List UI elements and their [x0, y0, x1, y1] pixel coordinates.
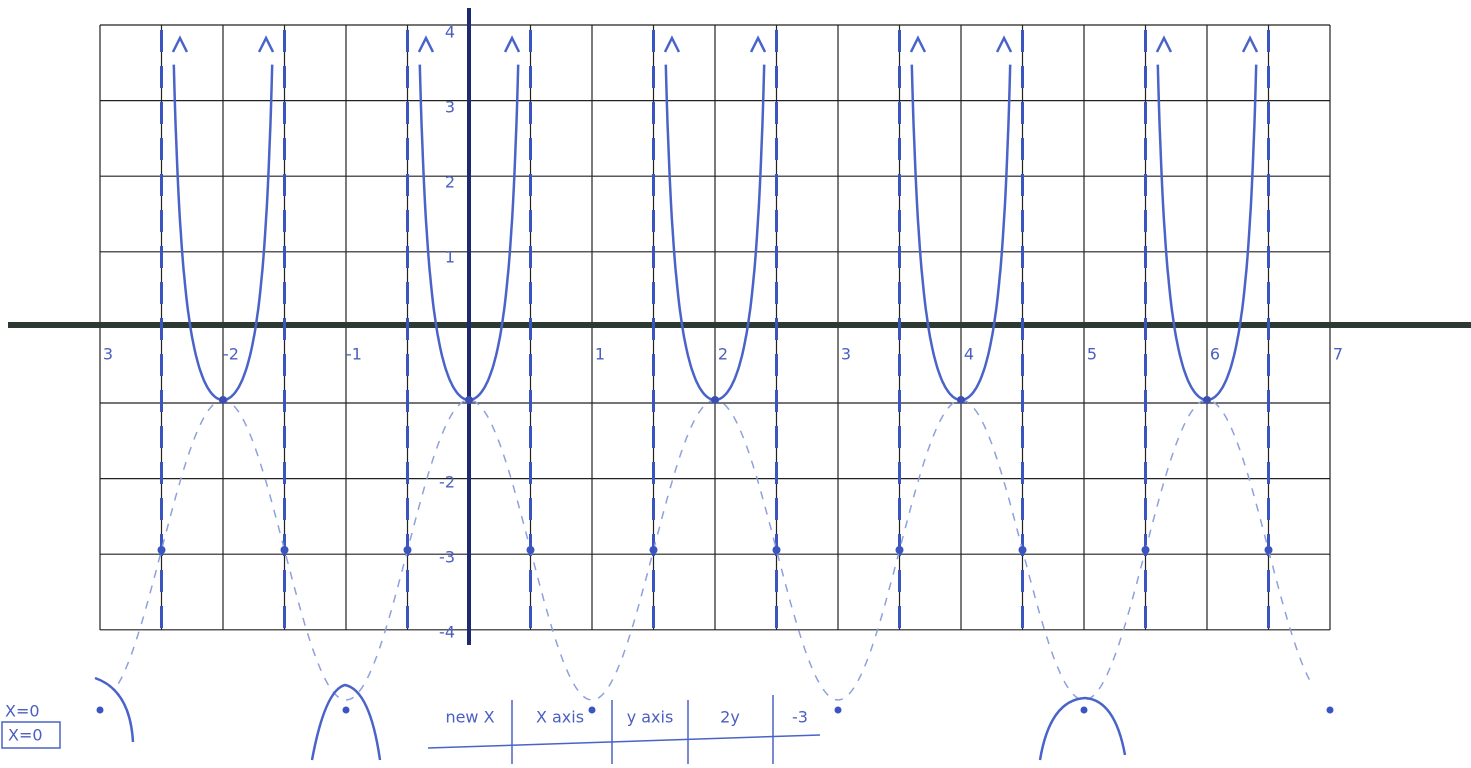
table-rule [428, 735, 820, 748]
x-label: 5 [1087, 345, 1097, 364]
vertex-point [711, 396, 719, 404]
midline-point [281, 546, 289, 554]
min-point [835, 707, 842, 714]
x-label: 3 [103, 345, 113, 364]
midline-point [650, 546, 658, 554]
y-label: -4 [439, 623, 455, 642]
midline-point [896, 546, 904, 554]
vertex-point [219, 396, 227, 404]
midline-point [158, 546, 166, 554]
page: {"graph": { "x_labels": ["3", "-2", "-1"… [0, 0, 1471, 764]
arrow [665, 38, 679, 52]
table-header: new X [445, 708, 494, 727]
x-label: -1 [346, 345, 362, 364]
x-label: -2 [223, 345, 239, 364]
midline-point [1019, 546, 1027, 554]
arrow [173, 38, 187, 52]
x-label: 4 [964, 345, 974, 364]
vertex-point [1203, 396, 1211, 404]
y-label: -2 [439, 473, 455, 492]
y-label: 1 [445, 248, 455, 267]
note: X=0 [8, 726, 43, 745]
table-header: 2y [720, 708, 740, 727]
y-label: -3 [439, 548, 455, 567]
arrow [259, 38, 273, 52]
y-label: 4 [445, 23, 455, 42]
x-label: 6 [1210, 345, 1220, 364]
arrow [505, 38, 519, 52]
grid [8, 8, 1471, 645]
x-label: 1 [595, 345, 605, 364]
midline-point [773, 546, 781, 554]
arrow [1243, 38, 1257, 52]
min-point [1081, 707, 1088, 714]
arrow [911, 38, 925, 52]
min-point [97, 707, 104, 714]
min-point [589, 707, 596, 714]
x-label: 2 [718, 345, 728, 364]
min-point [1327, 707, 1334, 714]
min-point [343, 707, 350, 714]
y-label: 3 [445, 98, 455, 117]
midline-point [1265, 546, 1273, 554]
midline-point [1142, 546, 1150, 554]
y-label: 2 [445, 173, 455, 192]
arc [312, 685, 380, 760]
arrow [1157, 38, 1171, 52]
arrow [997, 38, 1011, 52]
x-label: 3 [841, 345, 851, 364]
table-header: y axis [627, 708, 674, 727]
midline-point [527, 546, 535, 554]
vertex-point [957, 396, 965, 404]
table-header: -3 [792, 708, 808, 727]
arrow [751, 38, 765, 52]
midline-point [404, 546, 412, 554]
arrow [419, 38, 433, 52]
table-header: X axis [536, 708, 584, 727]
x-label: 7 [1333, 345, 1343, 364]
note: X=0 [5, 702, 40, 721]
vertex-point [465, 396, 473, 404]
graph-sketch: 3 -2 -1 1 2 3 4 5 6 7 4 3 2 1 -2 -3 -4 X=0 X=0 new X X axis y… [0, 0, 1471, 764]
